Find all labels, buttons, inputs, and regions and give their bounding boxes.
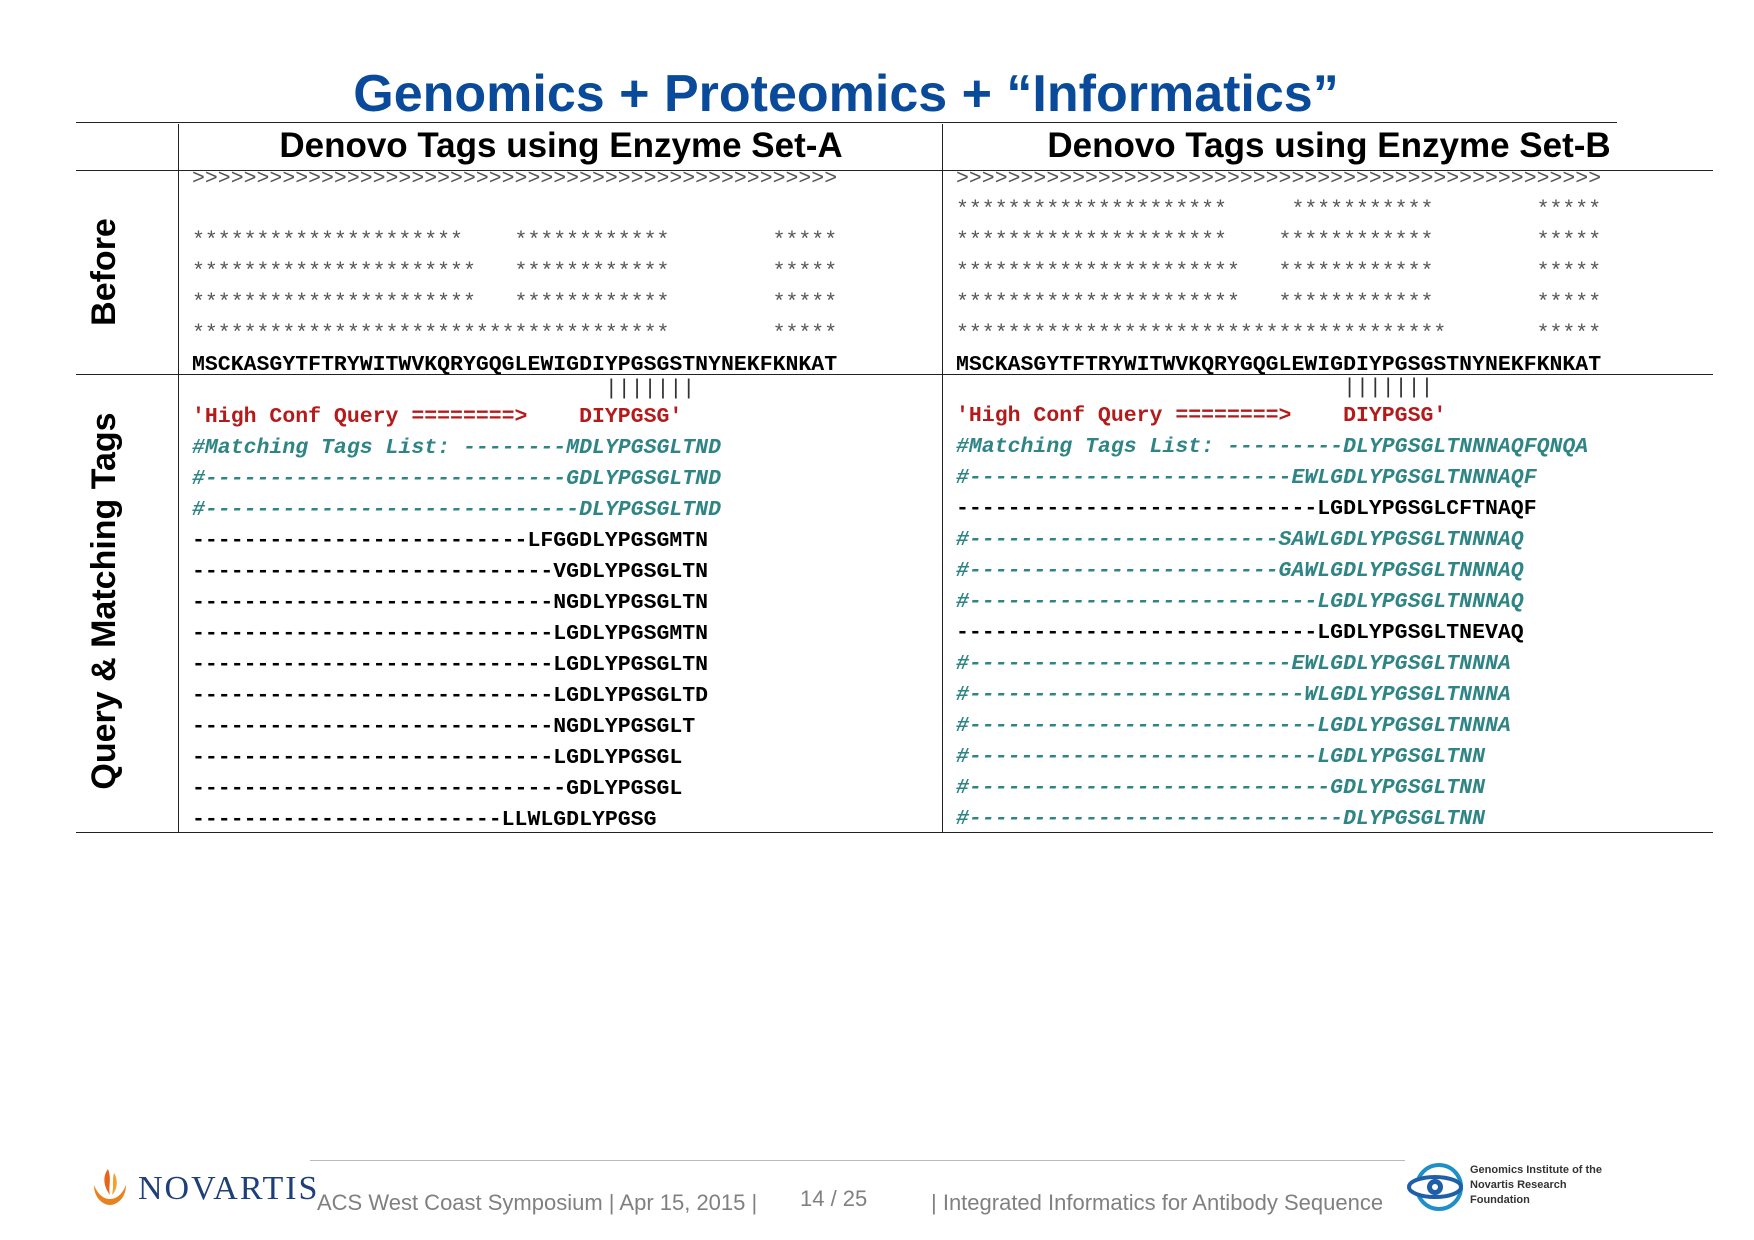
- gnf-eye-icon: [1407, 1163, 1463, 1211]
- set-b-query-line: ----------------------------LGDLYPGSGLCF…: [956, 497, 1537, 521]
- slide-title: Genomics + Proteomics + “Informatics”: [353, 65, 1339, 123]
- set-b-query-line: #--------------------------WLGDLYPGSGLTN…: [956, 683, 1511, 707]
- set-a-header: Denovo Tags using Enzyme Set-A: [279, 126, 843, 165]
- query-row-label: Query & Matching Tags: [85, 412, 123, 790]
- set-a-query-line: ----------------------------NGDLYPGSGLT: [192, 715, 696, 739]
- set-b-before-line: ********************** ************ ****…: [956, 291, 1602, 315]
- table-bottom-rule: [76, 832, 1713, 833]
- set-a-query-line: ----------------------------LGDLYPGSGL: [192, 746, 683, 770]
- set-b-before-line: MSCKASGYTFTRYWITWVKQRYGQGLEWIGDIYPGSGSTN…: [956, 353, 1602, 377]
- set-a-query-line: #----------------------------GDLYPGSGLTN…: [192, 467, 721, 491]
- set-a-query-block: 'High Conf Query ========> DIYPGSG' #Matc…: [192, 402, 721, 836]
- set-b-query-line: #-------------------------EWLGDLYPGSGLTN…: [956, 652, 1511, 676]
- set-b-query-line: 'High Conf Query ========> DIYPGSG': [956, 404, 1447, 428]
- set-b-query-line: #------------------------SAWLGDLYPGSGLTN…: [956, 528, 1524, 552]
- set-a-query-line: ----------------------------VGDLYPGSGLTN: [192, 560, 709, 584]
- set-a-before-block: >>>>>>>>>>>>>>>>>>>>>>>>>>>>>>>>>>>>>>>>…: [192, 164, 837, 381]
- set-b-query-line: #Matching Tags List: ---------DLYPGSGLTN…: [956, 435, 1589, 459]
- novartis-flame-icon: [94, 1169, 126, 1205]
- before-row-label: Before: [85, 218, 123, 326]
- set-b-query-line: #---------------------------LGDLYPGSGLTN…: [956, 714, 1511, 738]
- set-divider: [942, 124, 943, 832]
- set-a-query-line: --------------------------LFGGDLYPGSGMTN: [192, 529, 709, 553]
- gnf-line-1: Genomics Institute of the: [1470, 1164, 1603, 1176]
- label-column-divider: [178, 124, 179, 832]
- set-a-before-line: ********************* ************ *****: [192, 229, 838, 253]
- set-b-before-line: ************************************** *…: [956, 322, 1602, 346]
- set-a-query-line: #Matching Tags List: --------MDLYPGSGLTN…: [192, 436, 721, 460]
- gnf-name: Genomics Institute of the Novartis Resea…: [1470, 1163, 1602, 1208]
- header-bottom-rule: [76, 170, 1713, 171]
- set-b-before-block: >>>>>>>>>>>>>>>>>>>>>>>>>>>>>>>>>>>>>>>>…: [956, 164, 1601, 381]
- set-b-query-line: ----------------------------LGDLYPGSGLTN…: [956, 621, 1524, 645]
- set-b-header: Denovo Tags using Enzyme Set-B: [1047, 126, 1611, 165]
- footer-event: ACS West Coast Symposium | Apr 15, 2015 …: [317, 1190, 758, 1215]
- set-b-query-line: #------------------------GAWLGDLYPGSGLTN…: [956, 559, 1524, 583]
- set-b-before-line: ********************* *********** *****: [956, 198, 1602, 222]
- novartis-logo: [88, 1165, 132, 1209]
- set-a-query-line: ------------------------LLWLGDLYPGSG: [192, 808, 657, 832]
- set-a-query-line: ----------------------------LGDLYPGSGLTD: [192, 684, 709, 708]
- set-a-query-line: ----------------------------NGDLYPGSGLTN: [192, 591, 709, 615]
- set-a-before-line: [192, 195, 837, 226]
- set-b-match-bars: |||||||: [956, 376, 1434, 400]
- gnf-line-2: Novartis Research: [1470, 1179, 1567, 1191]
- set-a-before-line: >>>>>>>>>>>>>>>>>>>>>>>>>>>>>>>>>>>>>>>>…: [192, 167, 838, 191]
- set-b-before-line: >>>>>>>>>>>>>>>>>>>>>>>>>>>>>>>>>>>>>>>>…: [956, 167, 1602, 191]
- set-a-query-line: 'High Conf Query ========> DIYPGSG': [192, 405, 683, 429]
- set-a-query-line: ----------------------------LGDLYPGSGLTN: [192, 653, 709, 677]
- footer-subject: | Integrated Informatics for Antibody Se…: [931, 1190, 1384, 1215]
- set-a-before-line: ********************** ************ ****…: [192, 291, 838, 315]
- set-b-before-line: ********************** ************ ****…: [956, 260, 1602, 284]
- set-b-query-line: #-------------------------EWLGDLYPGSGLTN…: [956, 466, 1537, 490]
- footer-rule: [310, 1160, 1405, 1161]
- set-a-query-line: -----------------------------GDLYPGSGL: [192, 777, 683, 801]
- set-b-query-block: 'High Conf Query ========> DIYPGSG' #Matc…: [956, 401, 1588, 835]
- set-a-match-bars: |||||||: [192, 377, 696, 401]
- set-a-query-line: ----------------------------LGDLYPGSGMTN: [192, 622, 709, 646]
- set-a-query-line: #-----------------------------DLYPGSGLTN…: [192, 498, 721, 522]
- before-bottom-rule: [76, 374, 1713, 375]
- footer-page-number: 14 / 25: [800, 1186, 868, 1211]
- table-top-rule: [76, 122, 1617, 123]
- set-a-before-line: MSCKASGYTFTRYWITWVKQRYGQGLEWIGDIYPGSGSTN…: [192, 353, 838, 377]
- set-b-before-line: ********************* ************ *****: [956, 229, 1602, 253]
- set-a-before-line: ********************** ************ ****…: [192, 260, 838, 284]
- set-b-query-line: #-----------------------------DLYPGSGLTN…: [956, 807, 1485, 831]
- set-b-query-line: #----------------------------GDLYPGSGLTN…: [956, 776, 1485, 800]
- set-b-query-line: #---------------------------LGDLYPGSGLTN…: [956, 590, 1524, 614]
- gnf-line-3: Foundation: [1470, 1194, 1530, 1206]
- set-a-before-line: ************************************* **…: [192, 322, 838, 346]
- set-b-query-line: #---------------------------LGDLYPGSGLTN…: [956, 745, 1485, 769]
- gnf-logo: [1407, 1161, 1467, 1213]
- novartis-wordmark: NOVARTIS: [138, 1170, 320, 1207]
